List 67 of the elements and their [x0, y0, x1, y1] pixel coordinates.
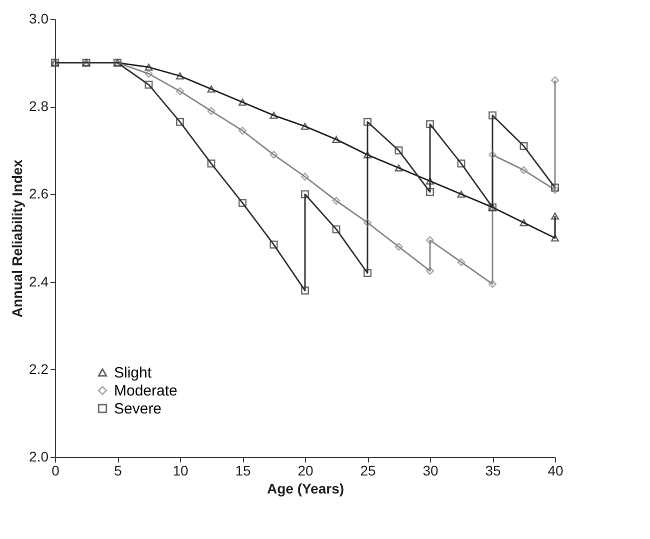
point: [238, 98, 247, 106]
point: [550, 234, 560, 242]
point: [144, 70, 153, 78]
y-tick-label: 2.4: [29, 273, 49, 290]
point: [363, 218, 372, 227]
point: [300, 122, 310, 130]
point: [207, 160, 216, 168]
point: [238, 198, 247, 207]
point: [520, 142, 528, 150]
point: [176, 87, 184, 96]
point: [144, 64, 153, 71]
point: [488, 150, 497, 159]
point: [363, 269, 372, 278]
point: [300, 190, 310, 198]
point: [426, 266, 434, 275]
x-tick-label: 25: [360, 462, 376, 478]
point: [207, 106, 216, 115]
y-tick-label: 3.0: [29, 10, 49, 26]
y-tick-label: 2.8: [29, 98, 49, 114]
point: [426, 120, 434, 128]
point: [457, 258, 466, 266]
x-tick-label: 40: [548, 462, 564, 478]
point: [270, 150, 278, 159]
x-tick-label: 30: [422, 462, 438, 478]
point: [363, 151, 372, 158]
x-tick-label: 20: [298, 462, 314, 478]
point: [300, 286, 310, 295]
x-tick-label: 5: [114, 462, 122, 478]
point: [488, 111, 497, 120]
point: [270, 112, 278, 119]
y-tick-label: 2.2: [29, 360, 49, 377]
point: [550, 184, 560, 192]
point: [550, 212, 560, 220]
y-tick-label: 2.0: [29, 448, 49, 464]
point: [457, 160, 466, 168]
point: [144, 80, 153, 89]
y-axis-title: Annual Reliability Index: [9, 159, 26, 318]
point: [488, 280, 497, 288]
point: [238, 126, 247, 135]
point: [363, 118, 372, 126]
y-tick-label: 2.6: [29, 186, 49, 202]
point: [176, 118, 184, 126]
point: [332, 225, 340, 234]
point: [394, 242, 403, 251]
point: [550, 76, 560, 84]
point: [394, 164, 403, 172]
point: [300, 172, 310, 181]
point: [332, 136, 340, 144]
point: [520, 219, 528, 226]
legend-label: Severe: [114, 400, 162, 418]
point: [394, 146, 403, 154]
x-tick-label: 35: [485, 462, 501, 478]
point: [426, 178, 434, 185]
point: [332, 196, 340, 205]
x-tick-label: 0: [52, 462, 60, 478]
legend-label: Moderate: [114, 382, 178, 400]
legend-label: Slight: [114, 364, 152, 382]
x-axis-title: Age (Years): [266, 480, 344, 496]
x-tick-label: 10: [172, 462, 188, 478]
point: [176, 72, 184, 80]
point: [207, 86, 216, 93]
point: [270, 240, 278, 249]
point: [520, 166, 528, 174]
point: [457, 190, 466, 198]
point: [426, 236, 434, 244]
point: [426, 188, 434, 196]
x-tick-label: 15: [235, 462, 251, 478]
